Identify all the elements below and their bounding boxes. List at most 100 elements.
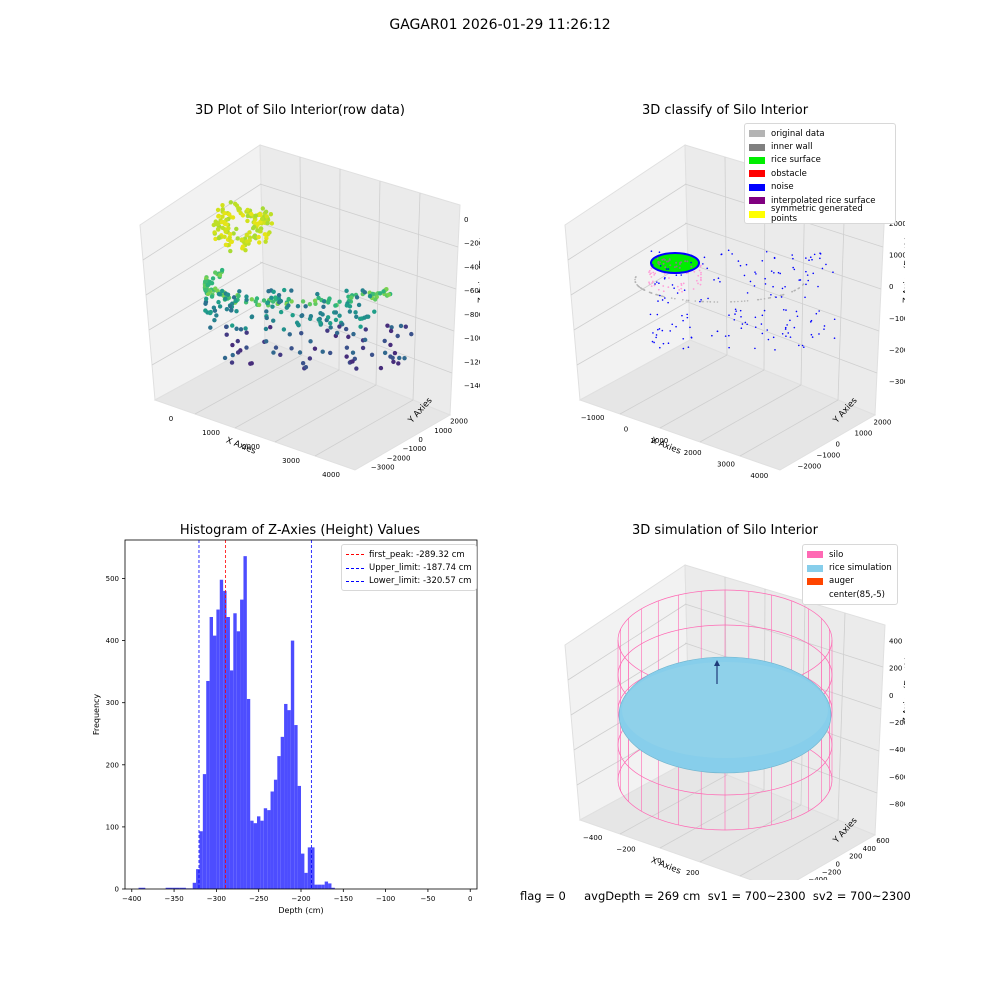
panel1-point [281, 327, 287, 332]
panel2-point [825, 263, 827, 266]
panel1-point [350, 359, 355, 364]
panel1-point [389, 325, 394, 330]
panel1-point [366, 314, 371, 319]
panel2-point [703, 256, 706, 259]
panel1-point [392, 350, 398, 356]
panel2-point [801, 344, 804, 347]
panel2-point [651, 282, 654, 284]
panel2-z-tick-label: 2000 [889, 220, 905, 228]
panel2-point [659, 254, 661, 257]
panel1-point [205, 282, 210, 288]
panel1-z-tick-label: −1400 [464, 382, 480, 390]
x-tick-label: −400 [122, 895, 141, 903]
panel2-point [734, 308, 737, 311]
x-tick-label: −300 [207, 895, 226, 903]
panel2-point [789, 319, 791, 322]
panel1-point [228, 304, 233, 309]
panel2-point [815, 312, 818, 315]
panel2-point [819, 252, 822, 255]
panel1-point [220, 202, 225, 208]
panel1-point [244, 294, 249, 299]
histogram-bar [250, 820, 254, 889]
panel1-point [231, 295, 237, 300]
panel1-point [334, 330, 340, 336]
panel2-point [786, 324, 788, 326]
panel2-point [684, 260, 687, 263]
panel2-point [662, 262, 665, 265]
panel1-point [372, 309, 377, 314]
panel1-point [321, 299, 327, 304]
panel2-point [667, 286, 670, 289]
panel4-grid [837, 612, 846, 821]
legend-label: first_peak: -289.32 cm [369, 549, 465, 560]
y-tick-label: 0 [115, 886, 119, 894]
panel1-point [382, 338, 387, 344]
histogram-legend: first_peak: -289.32 cm Upper_limit: -187.… [341, 544, 477, 592]
histogram-bar [317, 884, 322, 889]
legend-item: rice simulation [807, 561, 893, 574]
legend-swatch [749, 197, 765, 205]
panel4-grid [699, 804, 802, 863]
panel1-point [228, 200, 234, 205]
panel1-point [264, 315, 269, 321]
panel2-point [754, 326, 757, 329]
panel2-point [767, 297, 770, 299]
panel2-point [661, 258, 664, 261]
panel2-y-tick-label: 2000 [874, 419, 892, 427]
panel2-point [694, 300, 697, 302]
panel2-point [681, 314, 683, 317]
panel1-y-tick-label: 2000 [450, 418, 468, 426]
histogram-bar [301, 853, 305, 889]
panel2-point [686, 299, 688, 302]
legend-label: Lower_limit: -320.57 cm [369, 576, 472, 587]
panel2-point [761, 260, 764, 262]
panel2-point [675, 265, 678, 268]
panel4-3d-simulation: −400−2000200400600X Axies6004002000−200−… [564, 564, 905, 880]
panel2-point [648, 291, 651, 294]
panel2-point [740, 300, 743, 303]
panel2-point [765, 250, 768, 253]
panel1-point [378, 365, 384, 371]
panel1-point [225, 292, 231, 297]
histogram-chart: −400 −350 −300 −250 −200 −150 −100 −50 0 0 100 200 3… [92, 539, 478, 915]
panel2-point [769, 296, 772, 299]
panel2-point [681, 298, 684, 301]
panel2-point [809, 321, 812, 323]
panel1-point [219, 267, 225, 273]
panel2-point [821, 267, 824, 270]
legend-swatch [749, 170, 765, 178]
panel1-grid [259, 183, 459, 248]
x-tick-label: −100 [376, 895, 395, 903]
legend-label: interpolated rice surface [771, 195, 876, 206]
panel1-point [354, 314, 359, 319]
panel1-z-axis-label: Z Axies (Depth) [477, 236, 480, 303]
panel4-x-axis-label: X Axies [649, 856, 682, 877]
panel1-point [229, 360, 235, 365]
panel2-point [791, 290, 793, 293]
panel1-point [245, 218, 250, 224]
panel2-point [673, 287, 675, 289]
legend-item: noise [749, 181, 891, 194]
auger-head [714, 660, 720, 666]
x-tick-label: −200 [291, 895, 310, 903]
panel2-point [754, 347, 756, 350]
panel2-point [674, 297, 676, 300]
panel2-point [817, 285, 819, 288]
panel1-point [226, 212, 232, 217]
panel1-point [249, 361, 254, 366]
panel2-point [792, 266, 794, 269]
panel2-point [680, 282, 683, 285]
panel2-point [661, 329, 664, 332]
panel2-point [709, 301, 712, 303]
panel2-point [658, 261, 661, 264]
panel2-point [787, 332, 790, 334]
histogram-bar [179, 887, 186, 889]
panel2-point [701, 300, 703, 303]
panel2-point [679, 261, 682, 264]
panel1-point [333, 317, 339, 323]
panel1-point [207, 310, 213, 316]
panel1-point [234, 326, 239, 331]
panel1-point [377, 291, 383, 296]
panel2-point [728, 334, 730, 337]
legend-swatch [749, 156, 765, 164]
